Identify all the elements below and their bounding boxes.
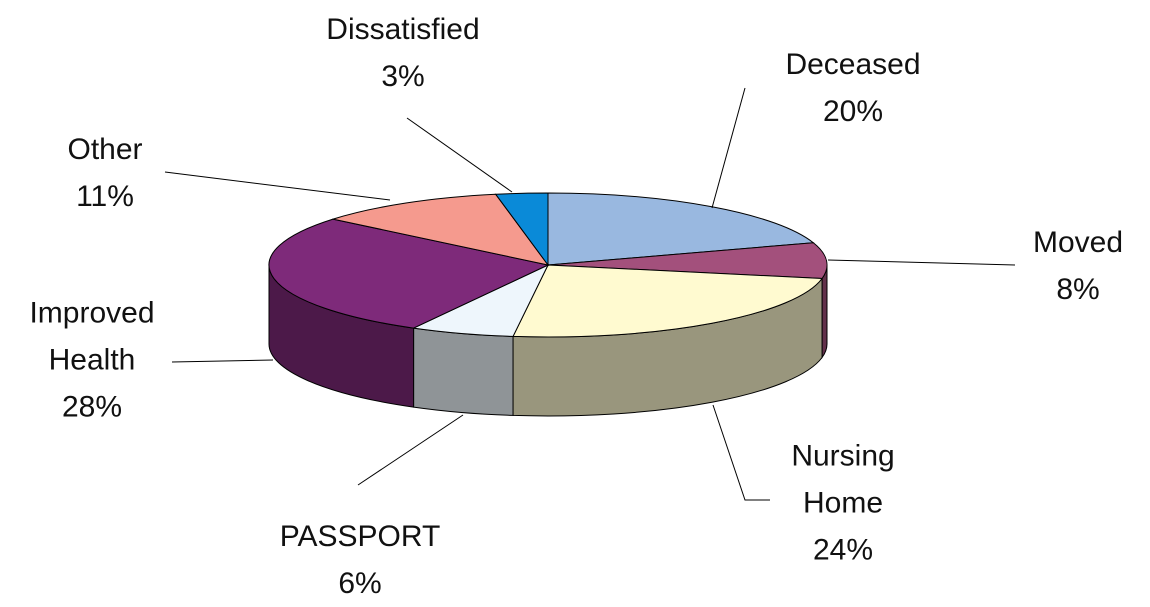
slice [512,264,824,338]
value-label: 3% [381,60,425,93]
category-label: Improved Health [29,296,155,377]
slice-label: Deceased 20% [703,41,1003,135]
value-label: 8% [1056,273,1100,306]
slice [494,192,549,267]
category-label: Nursing Home [791,439,895,520]
leader-line [171,359,274,363]
leader-line [712,404,770,501]
leader-line [164,171,391,201]
value-label: 24% [812,533,874,567]
value-label: 20% [822,95,884,128]
slice-label: Improved Health 28% [7,290,177,431]
slice-side [413,327,514,416]
slice-label: PASSPORT 6% [210,513,510,607]
category-label: Deceased [785,48,921,81]
slice-label: Nursing Home 24% [773,433,913,574]
category-label: Moved [1032,226,1124,259]
value-label: 11% [76,180,134,213]
slice-label: Moved 8% [928,219,1150,313]
leader-line [357,414,464,486]
value-label: 6% [338,567,382,600]
slice-side [821,264,828,360]
category-label: PASSPORT [279,520,441,553]
slice-label: Dissatisfied 3% [253,6,553,100]
slice [268,218,550,329]
category-label: Other [67,133,143,166]
slice [331,193,550,266]
leader-line [711,87,746,209]
slice [547,242,828,280]
value-label: 28% [61,390,123,424]
leader-line [827,259,1016,266]
slice-label: Other 11% [0,126,255,220]
leader-line [406,117,513,193]
category-label: Dissatisfied [326,13,480,46]
